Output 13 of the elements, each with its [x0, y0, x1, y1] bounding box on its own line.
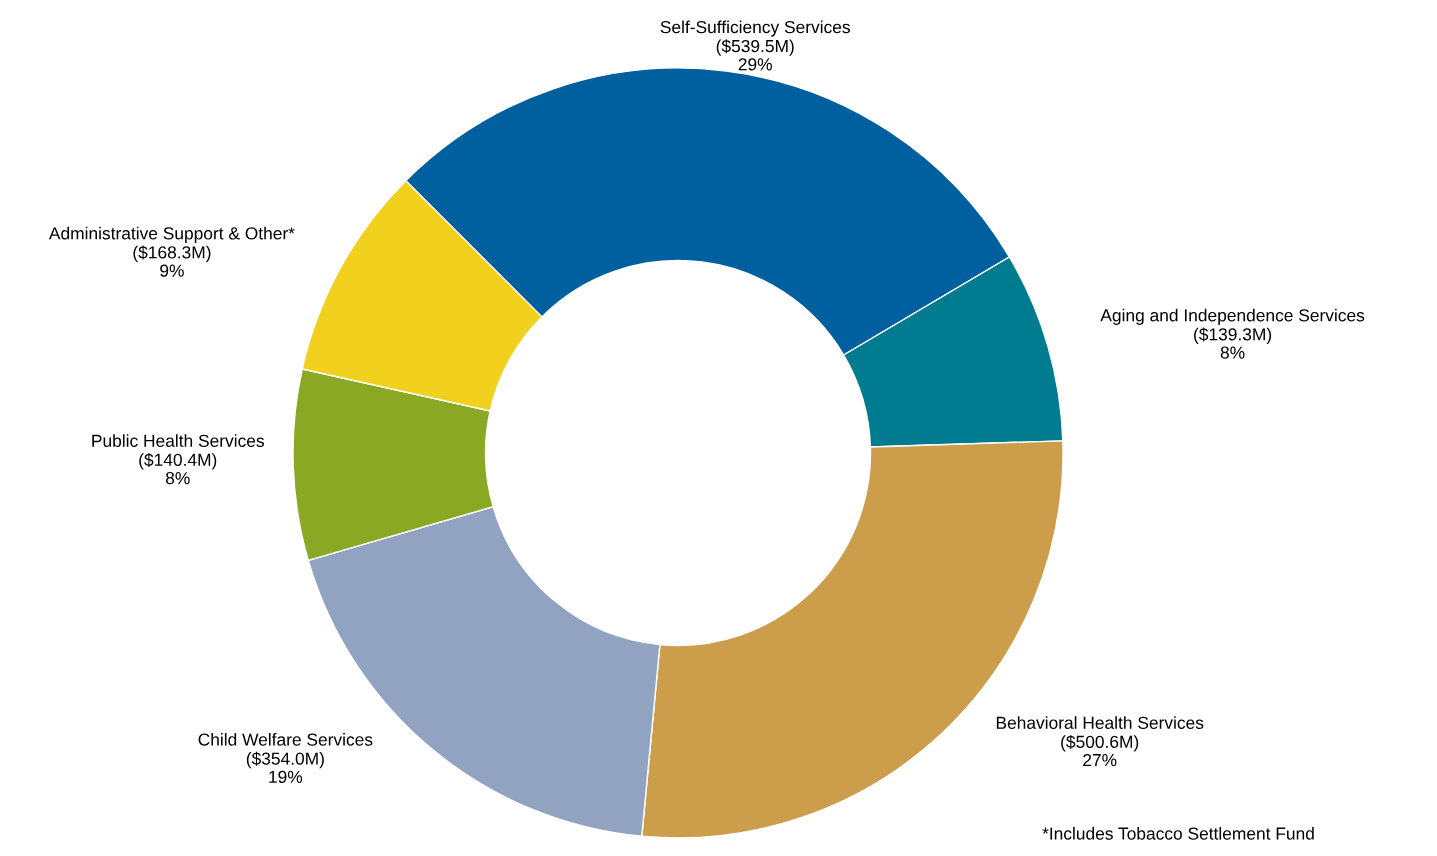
data-label: 8%: [165, 471, 190, 485]
slice-label: Public Health Services ($140.4M): [92, 434, 264, 470]
slice-label: Self-Sufficiency Services ($539.5M): [660, 20, 850, 56]
text: *Includes Tobacco Settlement Fund: [1042, 826, 1314, 840]
data-label: 9%: [160, 264, 184, 277]
data-label: 29%: [738, 58, 772, 71]
slice-label: Administrative Support & Other* ($168.3M): [48, 226, 295, 262]
data-label: 8%: [1220, 346, 1245, 359]
slice-label: Child Welfare Services ($354.0M): [198, 732, 373, 769]
slice-label: Behavioral Health Services ($500.6M): [996, 716, 1204, 752]
slice-label: Aging and Independence Services ($139.3M): [1100, 308, 1365, 344]
data-label: 19%: [269, 770, 303, 784]
data-label: 27%: [1083, 753, 1117, 767]
